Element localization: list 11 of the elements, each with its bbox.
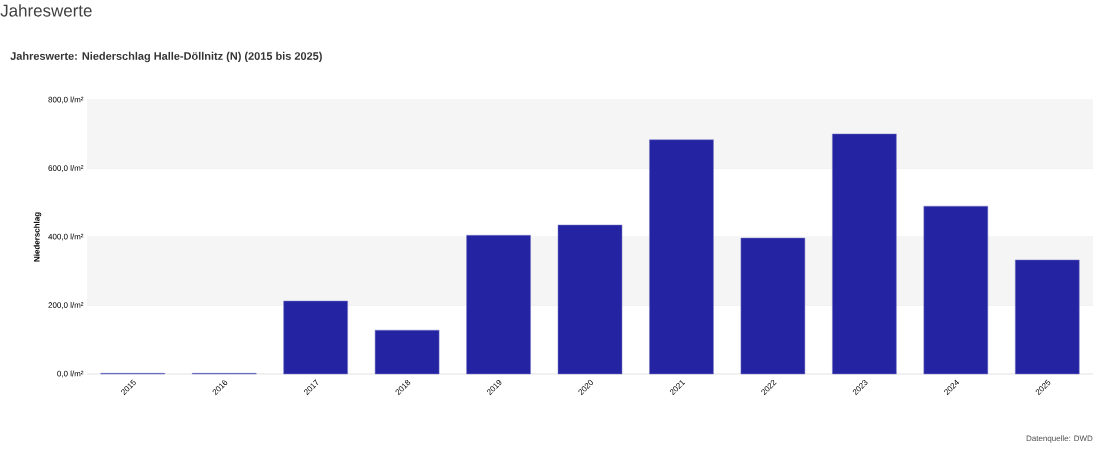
chart-subtitle: Jahreswerte: Niederschlag Halle-Döllnitz (N) (2015 bis 2025) [10,51,322,63]
bar [374,329,440,375]
bar [466,235,531,375]
bar [283,300,348,375]
bar [1015,259,1080,375]
bar [832,133,897,375]
bar [740,237,806,375]
bar [923,205,989,375]
bar [557,224,623,375]
bar [649,139,714,375]
chart-title: Jahreswerte [0,4,92,17]
